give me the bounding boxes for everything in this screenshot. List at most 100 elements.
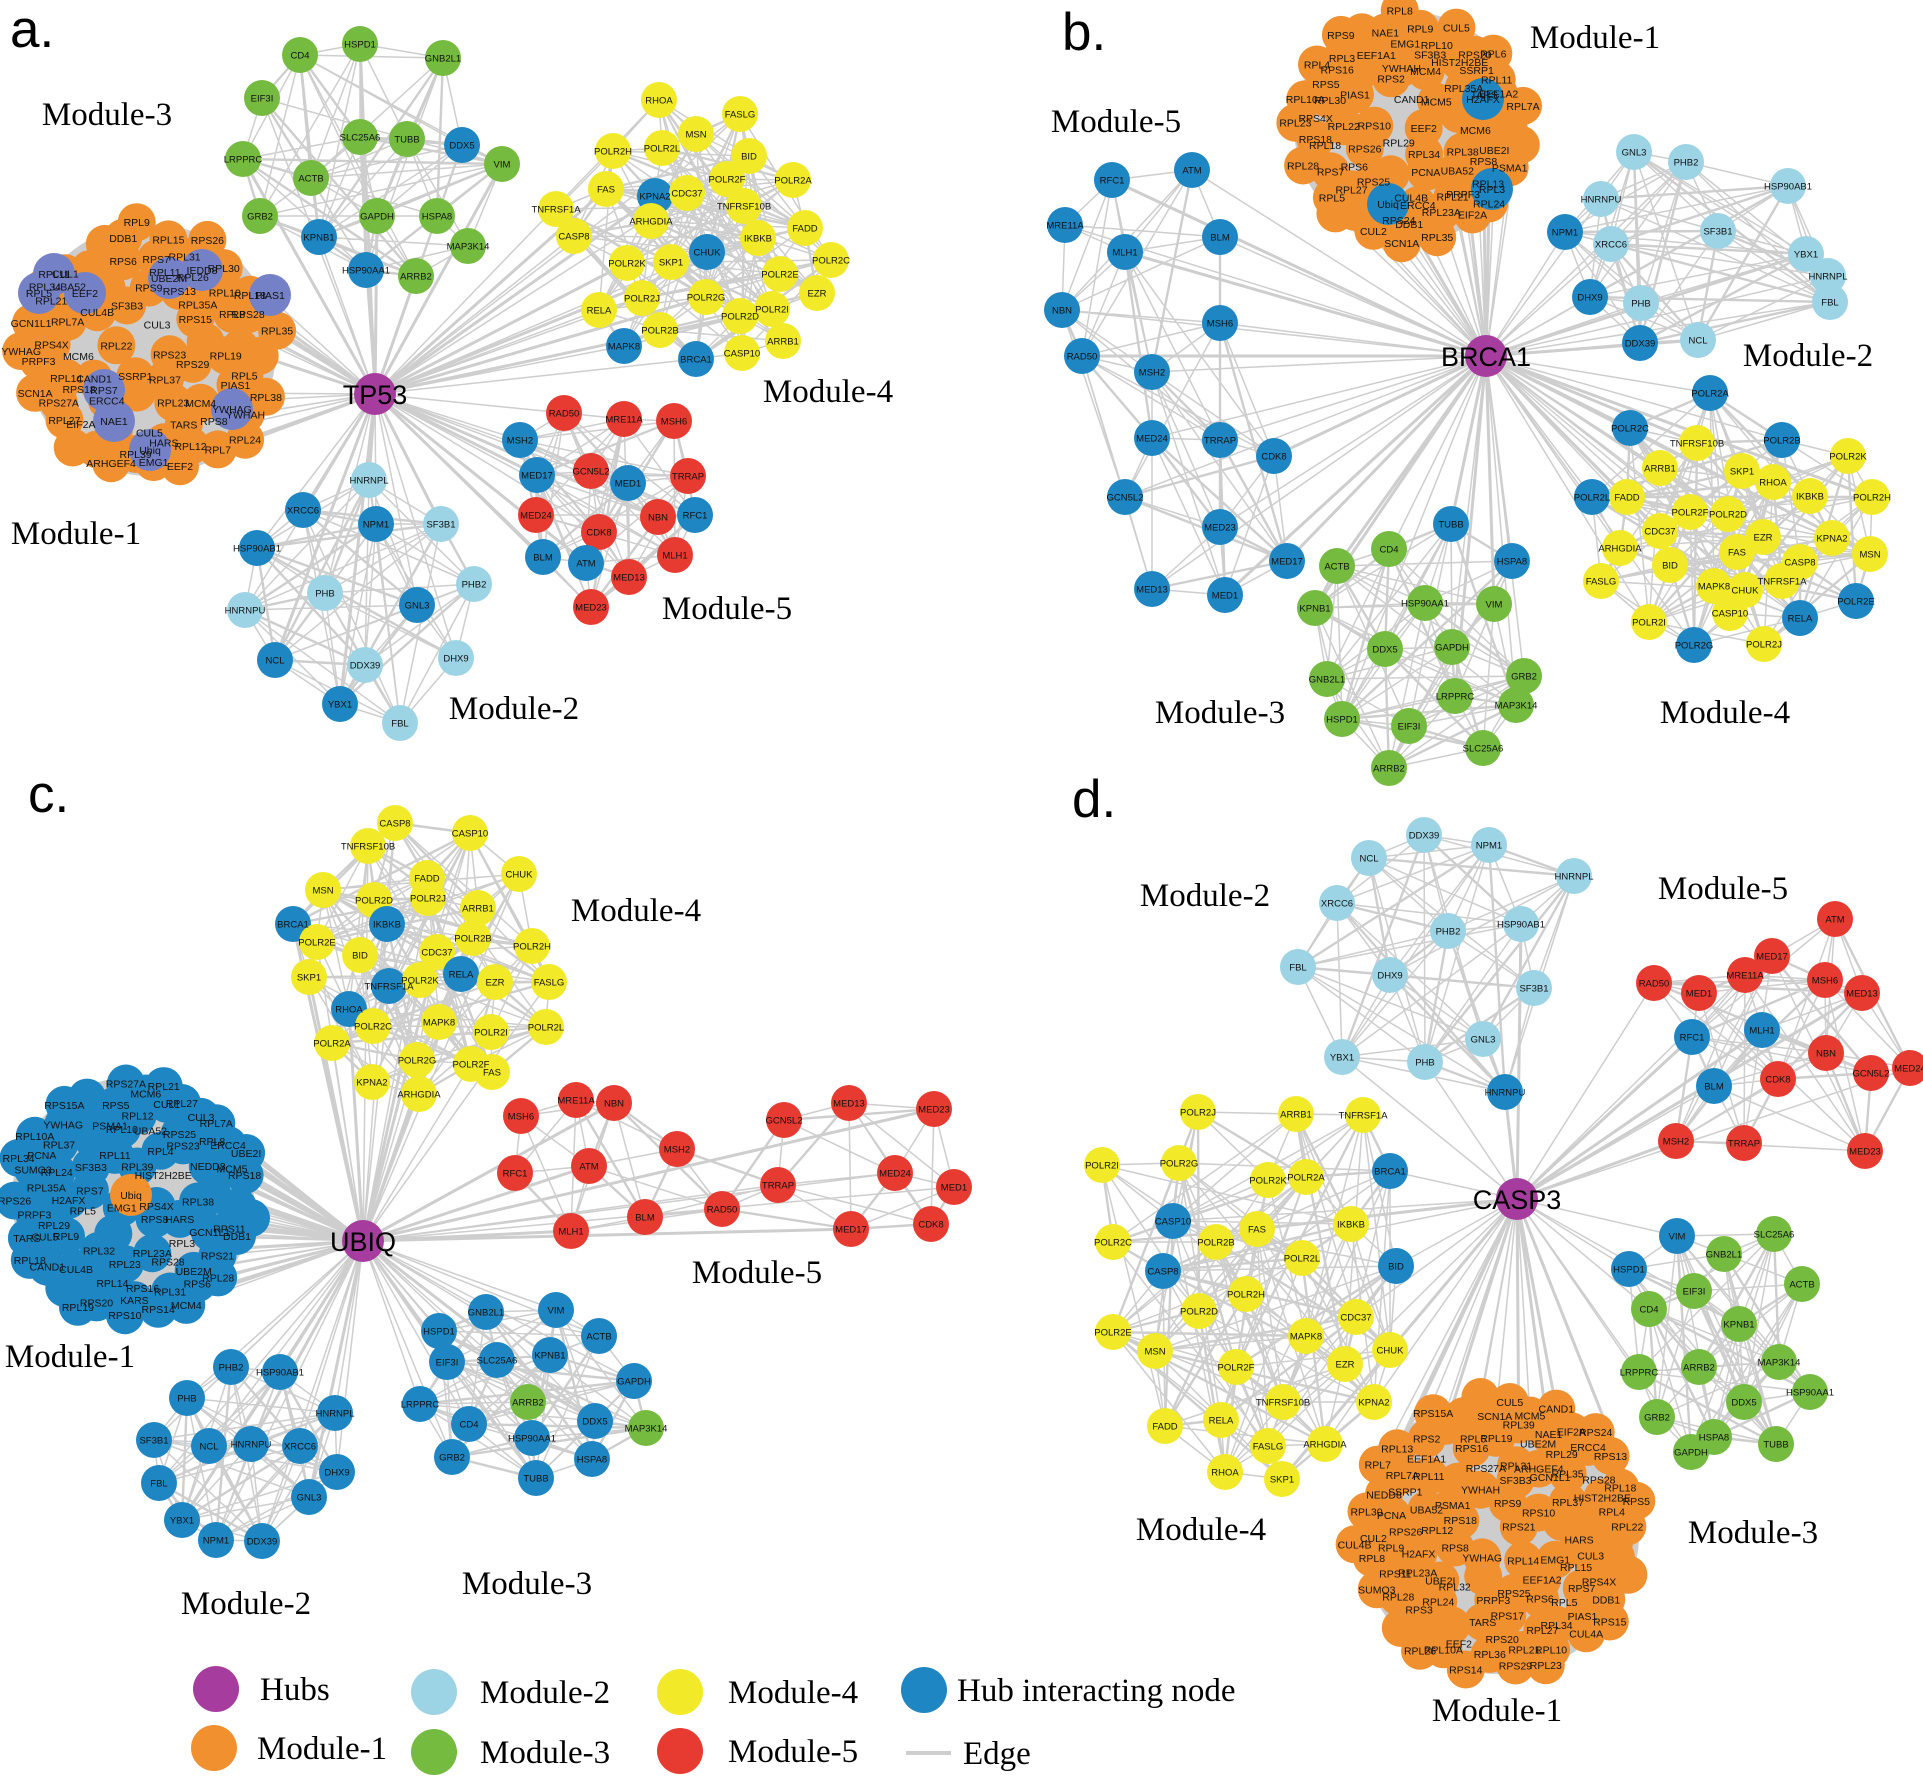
- svg-text:SCN1A: SCN1A: [1384, 238, 1419, 250]
- svg-text:NAE1: NAE1: [1372, 27, 1400, 39]
- svg-text:POLR2E: POLR2E: [298, 938, 336, 949]
- svg-text:RPL38: RPL38: [182, 1196, 214, 1208]
- svg-text:MED1: MED1: [1686, 989, 1712, 1000]
- svg-text:YBX1: YBX1: [1794, 250, 1818, 261]
- svg-text:MAP3K14: MAP3K14: [447, 242, 490, 253]
- svg-text:Module-4: Module-4: [763, 374, 893, 410]
- svg-text:POLR2B: POLR2B: [641, 326, 679, 337]
- svg-text:RPL7A: RPL7A: [1386, 1470, 1419, 1482]
- svg-text:POLR2I: POLR2I: [474, 1028, 508, 1039]
- svg-text:Module-1: Module-1: [5, 1339, 135, 1375]
- svg-text:RPL37: RPL37: [149, 375, 181, 387]
- svg-text:RPS26: RPS26: [1389, 1526, 1422, 1538]
- svg-text:EEF1A1: EEF1A1: [1357, 50, 1396, 62]
- svg-text:RPS28: RPS28: [151, 1257, 184, 1269]
- svg-text:RPS16: RPS16: [1455, 1443, 1488, 1455]
- svg-text:POLR2F: POLR2F: [1218, 1363, 1255, 1374]
- svg-text:Module-4: Module-4: [728, 1675, 858, 1711]
- svg-text:ARRB2: ARRB2: [400, 272, 432, 283]
- svg-text:PRPF3: PRPF3: [1446, 189, 1480, 201]
- svg-text:MSH2: MSH2: [664, 1145, 690, 1156]
- svg-text:NAE1: NAE1: [1535, 1429, 1563, 1441]
- svg-text:RPL18: RPL18: [14, 1255, 46, 1267]
- svg-text:RPL27: RPL27: [1335, 184, 1367, 196]
- svg-text:LRPPRC: LRPPRC: [224, 155, 263, 166]
- svg-text:SLC25A6: SLC25A6: [340, 133, 381, 144]
- svg-text:BLM: BLM: [1210, 233, 1230, 244]
- svg-text:ACTB: ACTB: [298, 174, 323, 185]
- svg-text:BID: BID: [741, 152, 757, 163]
- svg-text:RPL34: RPL34: [29, 282, 61, 294]
- svg-text:RPS6: RPS6: [109, 256, 137, 268]
- svg-text:Module-4: Module-4: [1660, 695, 1790, 731]
- svg-text:POLR2J: POLR2J: [1180, 1108, 1216, 1119]
- svg-text:RPL11: RPL11: [1413, 1471, 1444, 1483]
- svg-text:PIAS1: PIAS1: [1568, 1611, 1598, 1623]
- svg-text:TNFRSF10B: TNFRSF10B: [1256, 1398, 1310, 1409]
- svg-text:RPL12: RPL12: [1421, 1525, 1453, 1537]
- svg-text:CASP10: CASP10: [1712, 609, 1748, 620]
- svg-text:ARHGDIA: ARHGDIA: [1303, 1440, 1347, 1451]
- svg-text:TRRAP: TRRAP: [1728, 1139, 1760, 1150]
- svg-text:Module-1: Module-1: [1530, 20, 1660, 56]
- svg-text:KPNA2: KPNA2: [639, 192, 670, 203]
- svg-text:PSMA1: PSMA1: [92, 1121, 128, 1133]
- svg-text:RPS6: RPS6: [1526, 1594, 1554, 1606]
- svg-text:POLR2J: POLR2J: [410, 894, 446, 905]
- svg-text:RPS2: RPS2: [1377, 73, 1405, 85]
- svg-text:TNFRSF1A: TNFRSF1A: [364, 982, 414, 993]
- svg-text:PRPF3: PRPF3: [17, 1210, 51, 1222]
- svg-text:MED17: MED17: [1271, 557, 1303, 568]
- svg-text:RPL35A: RPL35A: [178, 300, 217, 312]
- svg-text:PIAS1: PIAS1: [255, 290, 285, 302]
- svg-text:HIST2H2BE: HIST2H2BE: [135, 1170, 192, 1182]
- svg-text:NCL: NCL: [199, 1442, 218, 1453]
- svg-text:RPL5: RPL5: [231, 370, 257, 382]
- svg-text:RPS6: RPS6: [184, 1278, 212, 1290]
- svg-text:GCN5L2: GCN5L2: [1107, 493, 1144, 504]
- svg-text:Module-5: Module-5: [662, 591, 792, 627]
- svg-text:DDX5: DDX5: [1731, 1398, 1756, 1409]
- svg-text:SF3B1: SF3B1: [1703, 227, 1732, 238]
- svg-text:RPL13: RPL13: [1472, 179, 1504, 191]
- svg-text:RPS4X: RPS4X: [1582, 1577, 1616, 1589]
- svg-text:RPL3: RPL3: [169, 1238, 195, 1250]
- svg-text:RPS7: RPS7: [90, 385, 118, 397]
- svg-text:GNL3: GNL3: [1471, 1035, 1496, 1046]
- svg-text:RPL13: RPL13: [1381, 1443, 1413, 1455]
- svg-text:RPL29: RPL29: [1546, 1449, 1578, 1461]
- svg-text:KPNA2: KPNA2: [356, 1078, 387, 1089]
- svg-text:HSPA8: HSPA8: [1497, 557, 1527, 568]
- svg-text:CUL1: CUL1: [52, 268, 79, 280]
- svg-text:CAND1: CAND1: [1394, 94, 1430, 106]
- svg-text:RPS16: RPS16: [1321, 65, 1354, 77]
- svg-text:CUL1: CUL1: [153, 1099, 180, 1111]
- svg-text:TNFRSF10B: TNFRSF10B: [341, 842, 395, 853]
- svg-text:BID: BID: [352, 951, 368, 962]
- svg-text:RPS2: RPS2: [1413, 1434, 1441, 1446]
- svg-text:RPS5: RPS5: [1623, 1496, 1651, 1508]
- svg-text:MED13: MED13: [833, 1099, 865, 1110]
- svg-text:SF3B3: SF3B3: [1414, 49, 1446, 61]
- svg-text:RPS4X: RPS4X: [139, 1201, 173, 1213]
- svg-text:EMG1: EMG1: [1540, 1555, 1570, 1567]
- svg-text:ATM: ATM: [576, 559, 595, 570]
- svg-text:MSN: MSN: [685, 130, 706, 141]
- svg-text:DDX39: DDX39: [1625, 339, 1656, 350]
- svg-text:BRCA1: BRCA1: [1374, 1167, 1406, 1178]
- svg-text:KARS: KARS: [120, 1295, 149, 1307]
- svg-text:BID: BID: [1662, 561, 1678, 572]
- svg-text:ATM: ATM: [1825, 915, 1844, 926]
- svg-text:BRCA1: BRCA1: [277, 920, 309, 931]
- svg-text:MLH1: MLH1: [662, 551, 687, 562]
- svg-text:RPL9: RPL9: [1407, 24, 1433, 36]
- svg-text:RPL24: RPL24: [1473, 198, 1505, 210]
- svg-text:SUMO3: SUMO3: [1358, 1584, 1396, 1596]
- svg-text:RPL39: RPL39: [1503, 1420, 1535, 1432]
- svg-text:MED24: MED24: [520, 511, 552, 522]
- svg-text:POLR2E: POLR2E: [1094, 1328, 1132, 1339]
- svg-text:POLR2E: POLR2E: [1837, 597, 1875, 608]
- svg-text:RPL24: RPL24: [229, 435, 261, 447]
- svg-text:RPS29: RPS29: [1499, 1661, 1532, 1673]
- svg-text:RPL24: RPL24: [41, 1167, 73, 1179]
